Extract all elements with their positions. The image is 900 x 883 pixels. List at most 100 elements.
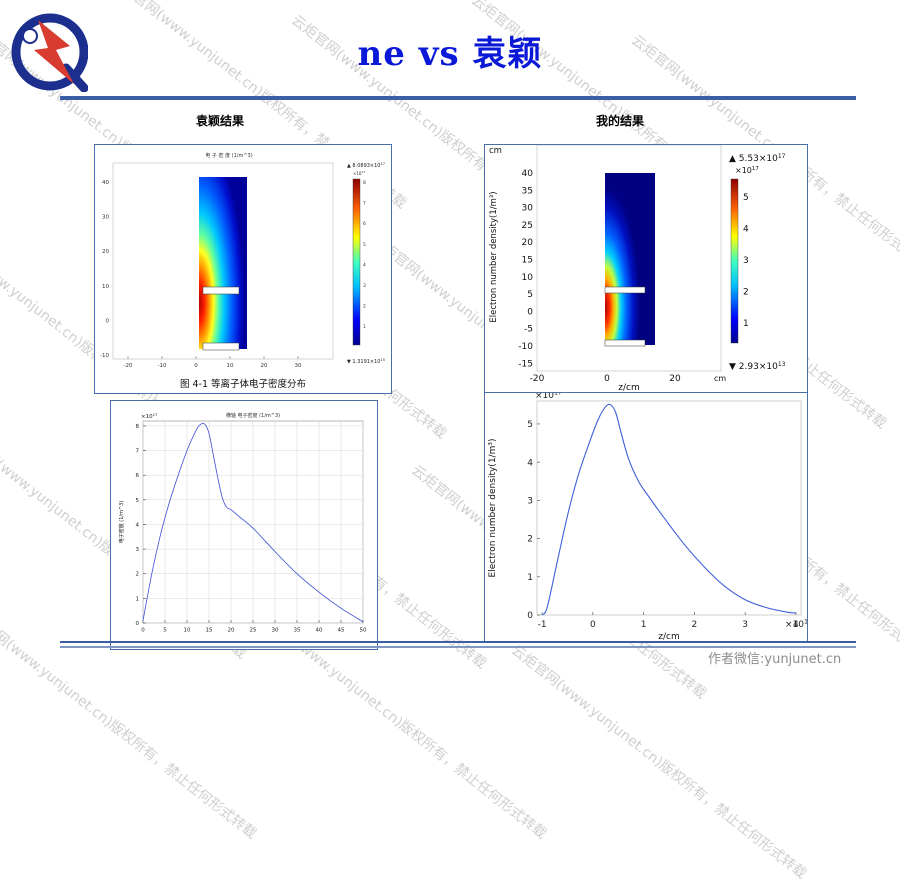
- x-tick-label: 30: [272, 628, 279, 634]
- left-colorbar-tick-label: 7: [363, 201, 366, 207]
- left-colorbar-min: ▼ 1.3191×1015: [347, 358, 385, 365]
- right-contour-y-tick-label: 20: [522, 238, 534, 248]
- right-contour-y-tick-label: 25: [522, 221, 533, 231]
- top-divider: [60, 96, 856, 100]
- y-tick-label: 7: [136, 448, 140, 454]
- left-colorbar-scale: ×1017: [353, 170, 365, 176]
- y-tick-label: 3: [136, 547, 140, 553]
- right-contour-y-tick-label: 15: [522, 256, 533, 266]
- right-line-chart-panel: -1 0 1 2 3 4 0 1 2 3 4 5 ×1017 ×101 Electron number de…: [484, 389, 808, 642]
- y-tick-label: 6: [136, 473, 140, 479]
- right-colorbar-ticks: 5 4 3 2 1: [743, 193, 749, 329]
- y-tick-label: 3: [527, 497, 533, 507]
- y-tick-label: 1: [136, 596, 140, 602]
- right-contour-x-ticks: -20 0 20: [530, 374, 681, 384]
- left-colorbar-tick-label: 5: [363, 242, 366, 248]
- left-contour-x-tick-label: -10: [158, 363, 167, 369]
- left-colorbar-max: ▲ 8.0893×1017: [347, 162, 385, 169]
- x-tick-label: 25: [250, 628, 257, 634]
- left-contour-y-tick-label: 30: [102, 215, 109, 221]
- footer-watermark: 作者微信:yunjunet.cn: [708, 652, 842, 667]
- x-tick-label: 3: [742, 620, 748, 630]
- left-electrode-bottom: [202, 342, 240, 351]
- left-heading: 袁颖结果: [195, 114, 244, 128]
- y-multiplier: ×1017: [141, 412, 158, 420]
- y-tick-label: 8: [136, 424, 140, 430]
- right-contour-xunit: cm: [714, 374, 726, 383]
- right-contour-y-tick-label: 30: [522, 204, 534, 214]
- y-tick-label: 2: [527, 535, 533, 545]
- left-contour-x-tick-label: 10: [227, 363, 234, 369]
- left-colorbar-tick-label: 3: [363, 283, 366, 289]
- right-colorbar-tick-label: 4: [743, 225, 749, 235]
- left-contour-x-tick-label: 0: [194, 363, 198, 369]
- right-contour-y-tick-label: 0: [527, 307, 533, 317]
- right-contour-xlabel: z/cm: [618, 383, 639, 393]
- right-heading: 我的结果: [595, 114, 644, 128]
- left-colorbar-tick-label: 8: [363, 180, 366, 186]
- left-line-chart-panel: 横轴 电子密度 (1/m^3) 0 5 10 15 20 25 30 35 40 45 50 0 1 2 3 4…: [110, 400, 378, 650]
- right-contour-y-tick-label: 35: [522, 186, 533, 196]
- x-tick-label: -1: [538, 620, 547, 630]
- y-multiplier: ×1017: [535, 393, 562, 401]
- right-contour-y-ticks: 40 35 30 25 20 15 10 5 0 -5 -10 -15: [518, 169, 533, 369]
- y-tick-label: 5: [527, 420, 533, 430]
- x-tick-label: 40: [316, 628, 323, 634]
- x-axis-label: z/cm: [658, 632, 679, 641]
- left-colorbar-tick-label: 6: [363, 221, 366, 227]
- x-tick-label: 4: [793, 620, 799, 630]
- logo: [8, 6, 89, 93]
- right-electrode-bottom: [604, 339, 646, 347]
- left-colorbar-tick-label: 1: [363, 324, 366, 330]
- x-tick-label: 50: [360, 628, 367, 634]
- series-line: [541, 403, 796, 616]
- x-tick-label: 5: [163, 628, 167, 634]
- right-colorbar-tick-label: 1: [743, 319, 749, 329]
- left-contour-y-tick-label: 20: [102, 249, 109, 255]
- right-contour-y-tick-label: 10: [522, 273, 534, 283]
- y-tick-label: 4: [136, 522, 140, 528]
- right-contour-panel: cm -20 0 20 40 35 30 25 20 15 10 5 0 -5 -10 -15 Elect…: [484, 144, 808, 394]
- right-colorbar-scale: ×1017: [735, 166, 759, 175]
- left-contour-y-tick-label: 10: [102, 284, 109, 290]
- right-contour-y-tick-label: -5: [524, 325, 533, 335]
- y-tick-label: 2: [136, 572, 140, 578]
- right-contour-x-tick-label: 20: [669, 374, 681, 384]
- left-contour-y-tick-label: -10: [100, 353, 109, 359]
- left-contour-panel: 电 子 密 度 (1/m^3) -20 -10 0 10 20 30 40 30 20 10 0-…: [94, 144, 392, 394]
- left-colorbar: [352, 178, 361, 346]
- left-colorbar-ticks: 8 7 6 5 4 3 2 1: [363, 180, 366, 330]
- right-line-chart: -1 0 1 2 3 4 0 1 2 3 4 5 ×1017 ×101 Electron number de…: [488, 389, 808, 642]
- y-tick-label: 5: [136, 498, 140, 504]
- left-electrode-top: [202, 286, 240, 295]
- right-colorbar-min: ▼ 2.93×1013: [729, 361, 786, 372]
- y-tick-label: 0: [527, 611, 533, 621]
- x-tick-label: 2: [692, 620, 698, 630]
- left-contour-x-tick-label: 30: [295, 363, 302, 369]
- left-contour-title: 电 子 密 度 (1/m^3): [205, 152, 252, 159]
- left-contour-field: [199, 177, 247, 349]
- y-axis-label: Electron number density(1/m³): [488, 439, 498, 578]
- right-colorbar-max: ▲ 5.53×1017: [729, 153, 786, 164]
- right-contour-x-tick-label: -20: [530, 374, 545, 384]
- left-contour-y-ticks: 40 30 20 10 0 -10: [100, 180, 109, 359]
- figure-caption: 图 4-1 等离子体电子密度分布: [180, 378, 306, 390]
- right-colorbar-tick-label: 5: [743, 193, 749, 203]
- x-tick-label: 35: [294, 628, 301, 634]
- y-axis-label: 电子密度 (1/m^3): [118, 501, 125, 544]
- y-tick-label: 4: [527, 458, 533, 468]
- x-tick-label: 20: [228, 628, 235, 634]
- left-colorbar-tick-label: 4: [363, 262, 366, 268]
- right-contour-field: [605, 173, 655, 345]
- x-tick-label: 0: [590, 620, 596, 630]
- left-colorbar-tick-label: 2: [363, 304, 366, 310]
- x-tick-label: 45: [338, 628, 345, 634]
- x-tick-label: 0: [141, 628, 145, 634]
- right-contour-ylabel: Electron number density(1/m³): [489, 191, 499, 322]
- right-colorbar: [730, 178, 739, 344]
- left-line-chart: 横轴 电子密度 (1/m^3)0 5 10 15 20 25 30 35 40 45 5001234…: [118, 412, 367, 634]
- left-contour-x-tick-label: -20: [124, 363, 133, 369]
- right-contour-unit: cm: [489, 146, 502, 156]
- right-electrode-top: [604, 286, 646, 294]
- right-contour-y-tick-label: 40: [522, 169, 534, 179]
